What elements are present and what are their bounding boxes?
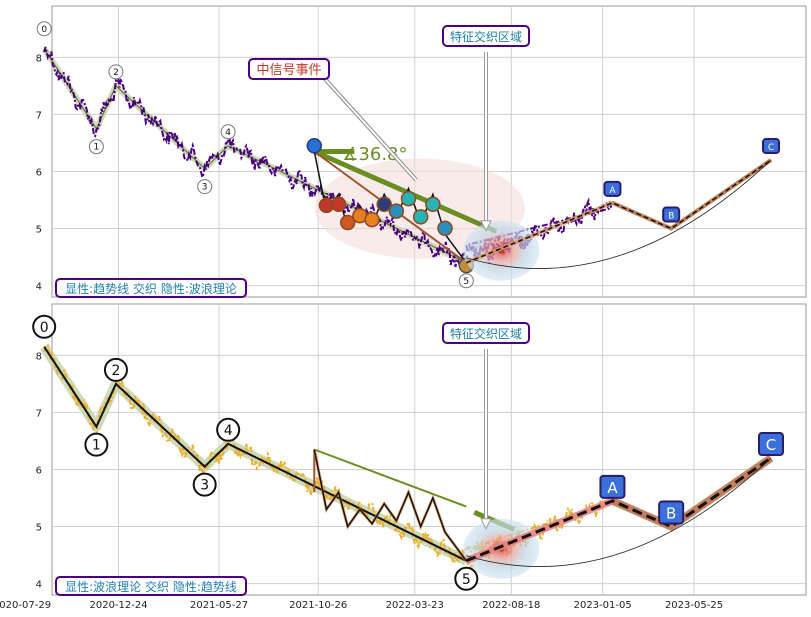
- feature-arrowhead: [480, 220, 492, 232]
- abc-projection: [465, 456, 772, 563]
- wave-label-circle: [103, 357, 128, 382]
- wave-label: 2: [111, 363, 120, 379]
- y-tick-label: 7: [36, 408, 42, 419]
- wave-label-box: [599, 474, 626, 499]
- x-tick-label: 2022-08-18: [482, 600, 540, 611]
- feature-label-box: [442, 322, 530, 344]
- x-tick-label: 2020-07-29: [0, 600, 51, 611]
- wave-label-box: [761, 138, 780, 155]
- wave-label: 0: [40, 320, 49, 336]
- x-tick-label: 2021-05-27: [190, 600, 248, 611]
- wave-label: 0: [41, 25, 47, 35]
- wave-label: A: [607, 479, 618, 497]
- sub-wave-line: [313, 449, 467, 562]
- sub-wave-marker: [400, 190, 417, 207]
- wave-label: 2: [113, 68, 119, 78]
- wave-label-circle: [88, 139, 104, 155]
- wave-label: B: [666, 505, 676, 523]
- x-axis: 2020-07-29 2020-12-24 2021-05-27 2021-10-26…: [0, 600, 723, 611]
- y-tick-label: 5: [36, 225, 42, 236]
- wave-label: C: [768, 143, 774, 153]
- upper-trendline: [313, 149, 498, 234]
- sub-wave-start-marker: [306, 138, 323, 154]
- feature-label: 特征交织区域: [450, 29, 522, 44]
- wave-label-circle: [192, 472, 217, 497]
- wave-label: 4: [225, 128, 231, 138]
- wave-label: 1: [94, 143, 100, 153]
- wave-label: 1: [92, 438, 101, 454]
- wave-label-circle: [458, 273, 474, 289]
- x-tick-label: 2022-03-23: [386, 600, 444, 611]
- feature-label-box: [442, 25, 530, 47]
- wave-label-box: [662, 206, 681, 223]
- projection-arc: [466, 159, 772, 269]
- wave-label: 4: [224, 423, 233, 439]
- caption-box: [55, 278, 247, 298]
- wave-label-box: [658, 500, 685, 525]
- y-tick-label: 7: [36, 110, 42, 121]
- wave-label-box: [757, 432, 784, 457]
- wave-label-circle: [36, 21, 52, 37]
- abc-projection: [466, 159, 772, 264]
- y-tick-label: 6: [36, 167, 42, 178]
- wave-line: [43, 346, 467, 562]
- wave-label-box: [603, 180, 622, 197]
- wave-label-circle: [197, 179, 213, 195]
- sub-wave-marker: [330, 196, 347, 213]
- wave-label-circle: [220, 124, 236, 140]
- sub-wave-line: [313, 151, 467, 264]
- sub-wave-marker: [425, 196, 441, 213]
- signal-arrow-inner: [324, 78, 418, 181]
- sub-wave-marker: [437, 220, 453, 236]
- sub-wave-marker: [364, 211, 380, 228]
- wave-label: 5: [463, 277, 469, 287]
- x-tick-label: 2021-10-26: [289, 600, 347, 611]
- wave-label: 3: [200, 478, 209, 494]
- signal-label-box: [248, 58, 330, 80]
- y-tick-label: 8: [36, 351, 42, 362]
- feature-arrowhead: [480, 518, 492, 530]
- sub-wave-marker: [388, 203, 405, 219]
- panel-caption: 显性:趋势线 交织 隐性:波浪理论: [65, 281, 237, 296]
- x-tick-label: 2023-05-25: [665, 600, 723, 611]
- wave-line: [43, 48, 467, 264]
- x-tick-label: 2023-01-05: [574, 600, 632, 611]
- wave-label-circle: [32, 314, 57, 339]
- sub-wave-marker: [412, 209, 429, 225]
- y-tick-label: 5: [36, 523, 42, 534]
- wave-label-circle: [454, 566, 479, 591]
- x-tick-label: 2020-12-24: [89, 600, 147, 611]
- wave-label: 3: [202, 183, 208, 193]
- wave-label-circle: [84, 432, 109, 457]
- panel-caption: 显性:波浪理论 交织 隐性:趋势线: [65, 579, 237, 594]
- y-tick-label: 4: [36, 282, 42, 293]
- y-tick-label: 8: [36, 53, 42, 64]
- upper-trendline: [313, 448, 467, 508]
- wave-label-circle: [108, 64, 124, 80]
- plot-frame: [51, 303, 807, 596]
- projection-arc: [466, 457, 772, 567]
- signal-label: 中信号事件: [256, 63, 321, 78]
- wave-label: A: [609, 186, 616, 196]
- feature-label: 特征交织区域: [450, 326, 522, 341]
- y-tick-label: 6: [36, 465, 42, 476]
- y-tick-label: 4: [36, 580, 42, 591]
- wave-label: 5: [462, 572, 471, 588]
- wave-label-circle: [216, 417, 241, 442]
- wave-label: B: [668, 212, 674, 222]
- sub-wave-marker: [376, 196, 392, 213]
- wave-label: C: [766, 436, 776, 454]
- caption-box: [55, 576, 247, 596]
- sub-wave-marker: [339, 214, 356, 231]
